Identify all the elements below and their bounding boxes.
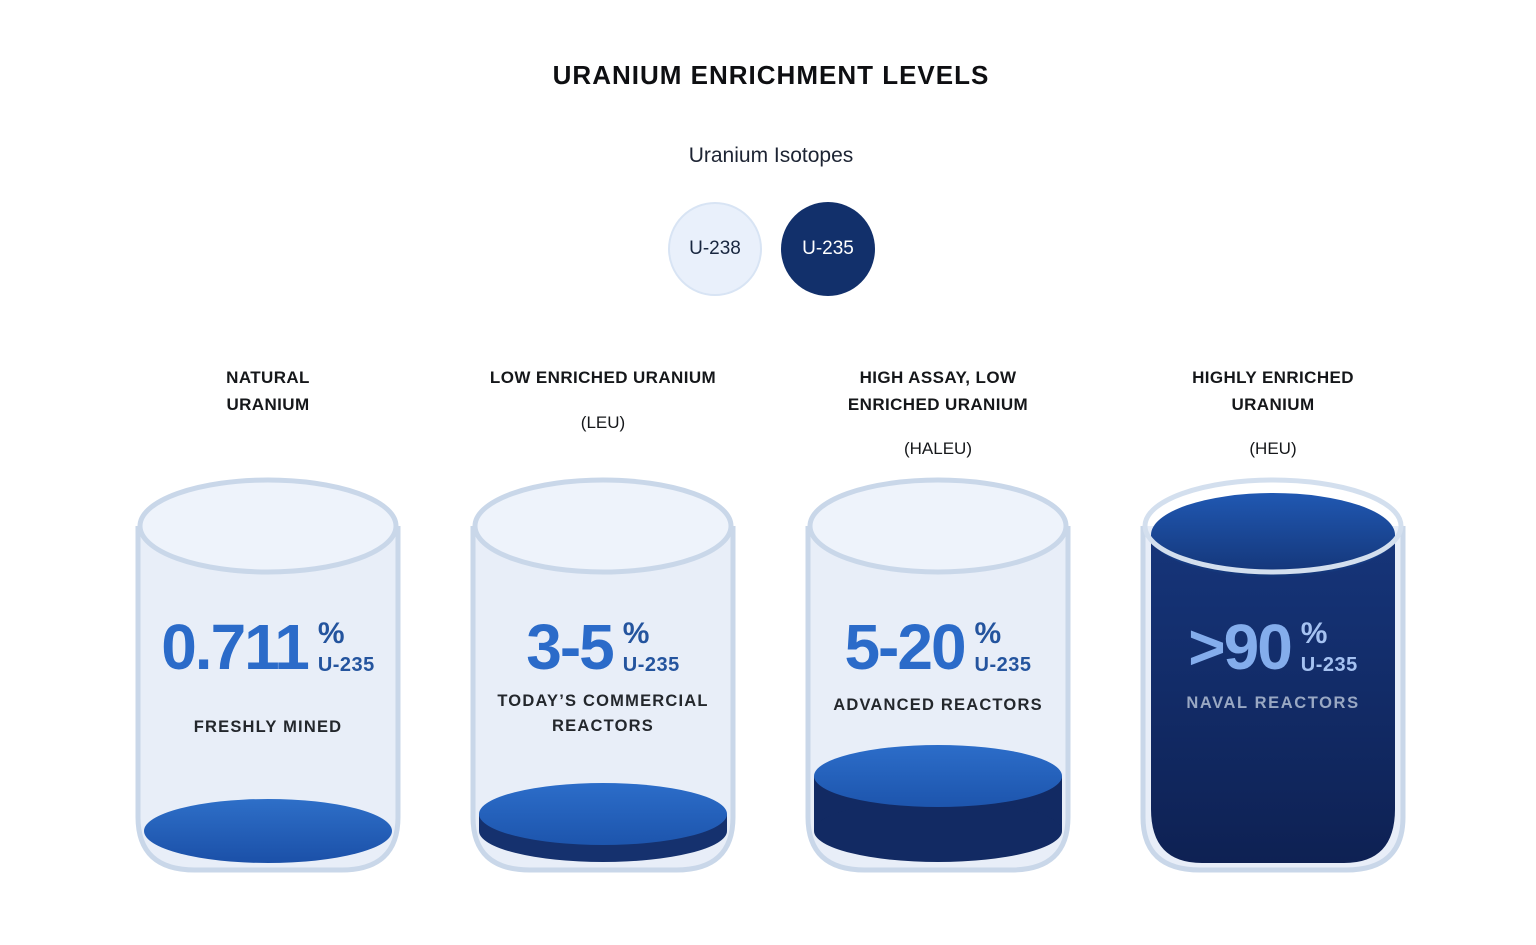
page-title: URANIUM ENRICHMENT LEVELS bbox=[552, 60, 990, 90]
glass-opening bbox=[472, 477, 734, 575]
value-row: 0.711 % U-235 bbox=[133, 615, 403, 679]
beaker-glass-svg bbox=[1140, 477, 1406, 873]
percent-sign: % bbox=[974, 617, 1002, 650]
beaker-use-label: TODAY’S COMMERCIAL REACTORS bbox=[497, 692, 709, 735]
beaker-abbr: (LEU) bbox=[580, 412, 626, 432]
value-row: 5-20 % U-235 bbox=[803, 615, 1073, 679]
legend-isotope-u235: U-235 bbox=[781, 202, 875, 296]
percent-sign: % bbox=[1300, 617, 1328, 650]
beaker-title: NATURAL URANIUM bbox=[226, 368, 310, 414]
legend-isotope-u235-label: U-235 bbox=[802, 238, 854, 259]
beaker-glass-svg bbox=[135, 477, 401, 873]
beaker-value: 5-20 bbox=[844, 611, 966, 683]
liquid-fill bbox=[144, 799, 392, 863]
isotope-legend: U-238 U-235 bbox=[668, 202, 875, 296]
percent-sign: % bbox=[317, 617, 345, 650]
liquid-fill bbox=[814, 745, 1062, 862]
beaker-title: HIGH ASSAY, LOW ENRICHED URANIUM bbox=[847, 368, 1029, 414]
value-row: 3-5 % U-235 bbox=[468, 615, 738, 679]
beaker-value: 0.711 bbox=[161, 611, 310, 683]
glass-opening bbox=[1142, 477, 1404, 575]
beaker-use-label: ADVANCED REACTORS bbox=[833, 696, 1043, 714]
isotope-label: U-235 bbox=[1300, 654, 1358, 676]
beaker-leu: 3-5 % U-235 TODAY’S COMMERCIAL REACTORS bbox=[468, 471, 738, 875]
column-header-haleu: HIGH ASSAY, LOW ENRICHED URANIUM (HALEU) bbox=[793, 347, 1083, 481]
legend-isotope-u238-label: U-238 bbox=[689, 238, 741, 259]
percent-sign: % bbox=[622, 617, 650, 650]
isotope-label: U-235 bbox=[622, 654, 680, 676]
column-header-natural-uranium: NATURAL URANIUM bbox=[123, 347, 413, 454]
value-unit: % U-235 bbox=[318, 615, 375, 677]
liquid-fill bbox=[479, 783, 727, 862]
beaker-use-label: NAVAL REACTORS bbox=[1186, 694, 1360, 712]
beaker-natural-uranium: 0.711 % U-235 FRESHLY MINED bbox=[133, 471, 403, 875]
beaker-value: >90 bbox=[1188, 611, 1293, 683]
column-header-leu: LOW ENRICHED URANIUM (LEU) bbox=[458, 347, 748, 454]
beaker-haleu: 5-20 % U-235 ADVANCED REACTORS bbox=[803, 471, 1073, 875]
glass-opening bbox=[807, 477, 1069, 575]
column-header-heu: HIGHLY ENRICHED URANIUM (HEU) bbox=[1128, 347, 1418, 481]
legend-title: Uranium Isotopes bbox=[688, 144, 854, 167]
beaker-abbr: (HALEU) bbox=[903, 439, 972, 458]
beaker-value: 3-5 bbox=[526, 611, 614, 683]
beaker-glass-svg bbox=[470, 477, 736, 873]
beaker-use-label: FRESHLY MINED bbox=[193, 718, 343, 736]
glass-body bbox=[135, 526, 401, 873]
value-row: >90 % U-235 bbox=[1138, 615, 1408, 679]
beaker-heu: >90 % U-235 NAVAL REACTORS bbox=[1138, 471, 1408, 875]
value-unit: % U-235 bbox=[623, 615, 680, 677]
liquid-fill bbox=[1151, 493, 1395, 863]
isotope-label: U-235 bbox=[974, 654, 1032, 676]
beaker-title: HIGHLY ENRICHED URANIUM bbox=[1192, 368, 1354, 414]
beaker-glass-svg bbox=[805, 477, 1071, 873]
value-unit: % U-235 bbox=[1301, 615, 1358, 677]
glass-opening bbox=[137, 477, 399, 575]
beaker-abbr: (HEU) bbox=[1249, 439, 1297, 458]
beaker-title: LOW ENRICHED URANIUM bbox=[489, 368, 717, 387]
legend-isotope-u238: U-238 bbox=[668, 202, 762, 296]
value-unit: % U-235 bbox=[975, 615, 1032, 677]
isotope-label: U-235 bbox=[317, 654, 375, 676]
glass-body bbox=[470, 526, 736, 873]
